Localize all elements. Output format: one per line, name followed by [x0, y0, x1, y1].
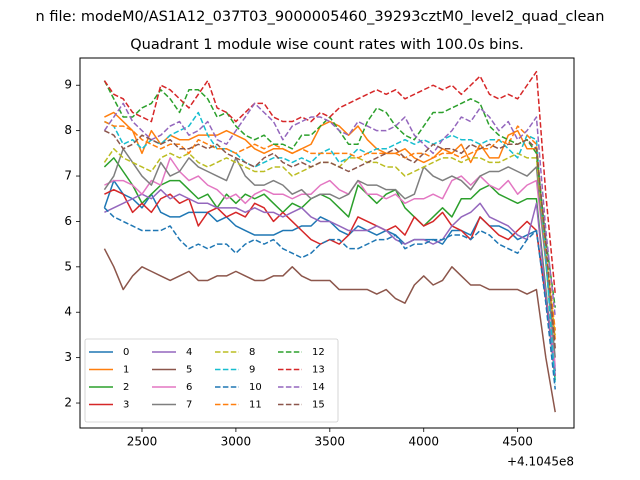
chart-title: Quadrant 1 module wise count rates with …	[130, 37, 524, 53]
legend-label-8: 8	[249, 347, 255, 358]
x-tick-label: 3000	[221, 435, 252, 449]
legend-label-14: 14	[312, 382, 325, 393]
x-tick-label: 4000	[408, 435, 439, 449]
legend-label-2: 2	[123, 382, 129, 393]
legend-label-9: 9	[249, 365, 255, 376]
series-line-14	[103, 102, 556, 317]
y-tick-label: 6	[64, 214, 72, 228]
series-layer	[103, 70, 556, 413]
y-tick-label: 4	[64, 305, 72, 319]
series-line-5	[103, 248, 556, 413]
legend-label-11: 11	[249, 400, 262, 411]
y-tick-label: 3	[64, 350, 72, 364]
legend-box	[84, 338, 339, 423]
y-axis: 2 3 4 5 6 7 8 9	[64, 78, 80, 410]
legend-label-15: 15	[312, 400, 325, 411]
series-line-8	[103, 148, 556, 336]
x-tick-label: 4500	[502, 435, 533, 449]
legend-label-3: 3	[123, 400, 129, 411]
y-tick-label: 5	[64, 259, 72, 273]
y-tick-label: 7	[64, 169, 72, 183]
series-line-4	[104, 188, 556, 376]
legend-label-5: 5	[186, 365, 192, 376]
legend-label-4: 4	[186, 347, 192, 358]
series-line-2	[103, 157, 556, 381]
legend-label-1: 1	[123, 365, 129, 376]
legend-label-10: 10	[249, 382, 262, 393]
y-tick-label: 9	[64, 78, 72, 92]
y-tick-label: 2	[64, 396, 72, 410]
legend-label-7: 7	[186, 400, 192, 411]
legend-label-13: 13	[312, 365, 325, 376]
series-line-9	[104, 111, 556, 385]
series-line-10	[103, 207, 556, 390]
series-line-7	[103, 148, 556, 358]
axes-frame	[79, 57, 575, 429]
plot-area: 2500 3000 3500 4000 4500 2 3 4 5 6 7 8 9 +4.1045e8	[64, 57, 575, 469]
legend-label-12: 12	[312, 347, 325, 358]
legend-label-0: 0	[123, 347, 129, 358]
x-axis-offset-label: +4.1045e8	[507, 455, 574, 469]
legend-label-6: 6	[186, 382, 192, 393]
y-tick-label: 8	[64, 123, 72, 137]
series-line-15	[104, 129, 556, 349]
x-axis: 2500 3000 3500 4000 4500	[127, 428, 533, 449]
series-line-13	[103, 70, 556, 295]
x-tick-label: 2500	[127, 435, 158, 449]
x-tick-label: 3500	[315, 435, 346, 449]
suptitle: n file: modeM0/AS1A12_037T03_9000005460_…	[36, 9, 605, 25]
